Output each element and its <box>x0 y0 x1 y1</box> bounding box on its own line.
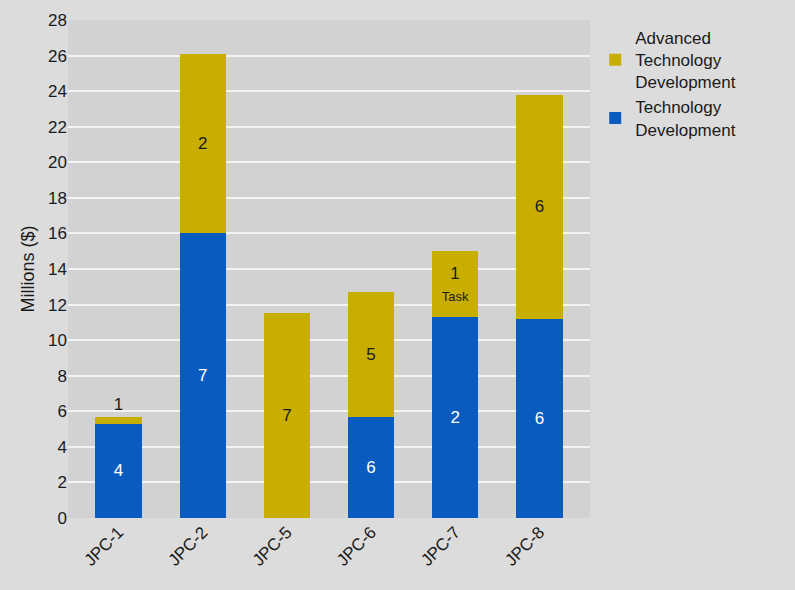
svg-text:26: 26 <box>48 47 67 66</box>
svg-text:1Task: 1Task <box>442 264 469 304</box>
svg-text:JPC-5: JPC-5 <box>249 523 296 570</box>
svg-text:2: 2 <box>58 473 67 492</box>
svg-text:6: 6 <box>535 409 544 428</box>
svg-text:2: 2 <box>451 408 460 427</box>
svg-text:AdvancedTechnologyDevelopment: AdvancedTechnologyDevelopment <box>635 29 735 92</box>
svg-text:7: 7 <box>282 406 291 425</box>
svg-text:JPC-6: JPC-6 <box>333 523 380 570</box>
svg-text:6: 6 <box>58 402 67 421</box>
svg-text:8: 8 <box>58 367 67 386</box>
svg-text:TechnologyDevelopment: TechnologyDevelopment <box>635 98 735 139</box>
svg-text:0: 0 <box>58 509 67 528</box>
svg-text:16: 16 <box>48 224 67 243</box>
svg-text:4: 4 <box>114 461 123 480</box>
svg-text:6: 6 <box>535 197 544 216</box>
svg-text:12: 12 <box>48 296 67 315</box>
svg-text:5: 5 <box>366 345 375 364</box>
svg-text:24: 24 <box>48 82 67 101</box>
svg-text:14: 14 <box>48 260 67 279</box>
svg-text:1: 1 <box>114 395 123 414</box>
svg-text:28: 28 <box>48 11 67 30</box>
svg-text:2: 2 <box>198 134 207 153</box>
svg-text:JPC-7: JPC-7 <box>417 523 464 570</box>
svg-text:JPC-8: JPC-8 <box>501 523 548 570</box>
svg-text:22: 22 <box>48 118 67 137</box>
svg-text:Millions ($): Millions ($) <box>18 225 38 312</box>
svg-text:18: 18 <box>48 189 67 208</box>
svg-text:JPC-2: JPC-2 <box>165 523 212 570</box>
svg-text:7: 7 <box>198 366 207 385</box>
svg-text:JPC-1: JPC-1 <box>81 523 128 570</box>
svg-text:6: 6 <box>366 458 375 477</box>
svg-text:10: 10 <box>48 331 67 350</box>
svg-text:20: 20 <box>48 153 67 172</box>
svg-text:4: 4 <box>58 438 67 457</box>
